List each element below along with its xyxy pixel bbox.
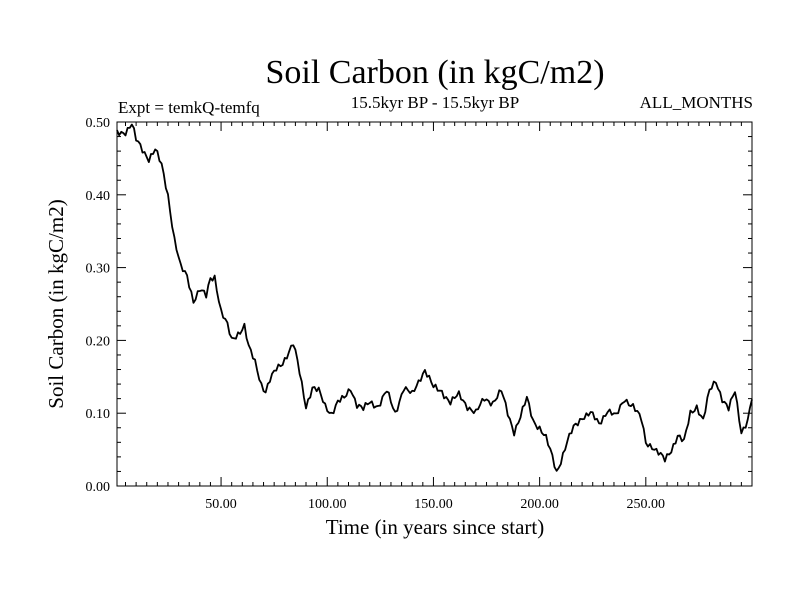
experiment-label: Expt = temkQ-temfq [118, 98, 260, 117]
y-tick-label: 0.00 [86, 480, 111, 495]
axis-tick-labels: 50.00 100.00 150.00 200.00 250.00 0.00 0.10 0.2… [86, 116, 666, 512]
y-tick-label: 0.40 [86, 189, 111, 204]
months-label: ALL_MONTHS [640, 93, 753, 112]
x-tick-label: 50.00 [205, 497, 237, 512]
y-tick-label: 0.20 [86, 334, 111, 349]
x-axis-label: Time (in years since start) [326, 515, 545, 539]
y-tick-label: 0.10 [86, 407, 111, 422]
x-tick-label: 200.00 [520, 497, 559, 512]
x-tick-label: 150.00 [414, 497, 453, 512]
chart-title: Soil Carbon (in kgC/m2) [265, 54, 604, 91]
soil-carbon-series-line [116, 123, 753, 472]
y-tick-label: 0.50 [86, 116, 111, 131]
plot-frame [116, 121, 753, 487]
y-axis-label: Soil Carbon (in kgC/m2) [44, 199, 68, 408]
y-tick-label: 0.30 [86, 262, 111, 277]
axis-ticks [117, 121, 752, 487]
period-label: 15.5kyr BP - 15.5kyr BP [351, 93, 519, 112]
x-tick-label: 250.00 [627, 497, 666, 512]
x-tick-label: 100.00 [308, 497, 347, 512]
